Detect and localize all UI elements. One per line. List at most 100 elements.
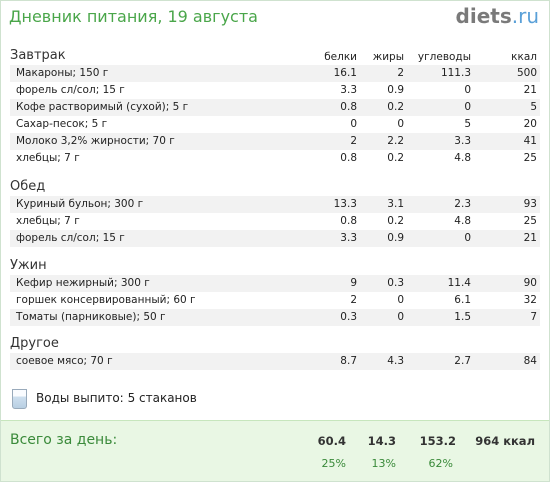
table-row: соевое мясо; 70 г 8.7 4.3 2.7 84: [10, 353, 540, 370]
protein-value: 9: [350, 277, 357, 289]
protein-value: 0.8: [340, 152, 357, 164]
total-protein: 60.4: [317, 434, 346, 448]
carbs-percent: 62%: [428, 457, 453, 470]
kcal-value: 21: [523, 84, 537, 96]
carbs-value: 3.3: [454, 135, 471, 147]
meal-section-lunch: Обед Куриный бульон; 300 г 13.3 3.1 2.3 …: [10, 178, 540, 247]
fat-value: 0: [397, 118, 404, 130]
table-row: Кефир нежирный; 300 г 9 0.3 11.4 90: [10, 275, 540, 292]
table-row: форель сл/сол; 15 г 3.3 0.9 0 21: [10, 82, 540, 99]
fat-value: 0.9: [387, 232, 404, 244]
section-title: Ужин: [10, 258, 47, 273]
kcal-value: 25: [523, 152, 537, 164]
carbs-value: 4.8: [454, 152, 471, 164]
col-header-fat: жиры: [372, 51, 404, 63]
header: Дневник питания, 19 августа diets.ru: [1, 1, 549, 35]
table-row: Томаты (парниковые); 50 г 0.3 0 1.5 7: [10, 309, 540, 326]
carbs-value: 11.4: [447, 277, 471, 289]
food-name: Кофе растворимый (сухой); 5 г: [16, 101, 189, 113]
section-title: Завтрак: [10, 48, 66, 63]
protein-value: 16.1: [333, 67, 357, 79]
col-header-carbs: углеводы: [417, 51, 471, 63]
fat-value: 4.3: [387, 355, 404, 367]
carbs-value: 4.8: [454, 215, 471, 227]
table-row: Макароны; 150 г 16.1 2 111.3 500: [10, 65, 540, 82]
protein-value: 0.8: [340, 101, 357, 113]
carbs-value: 111.3: [440, 67, 471, 79]
logo-main: diets: [455, 4, 512, 28]
water-value: 5 стаканов: [127, 391, 197, 405]
kcal-value: 20: [523, 118, 537, 130]
fat-value: 0: [397, 311, 404, 323]
protein-value: 3.3: [340, 232, 357, 244]
total-label: Всего за день:: [10, 432, 118, 448]
table-row: Сахар-песок; 5 г 0 0 5 20: [10, 116, 540, 133]
fat-value: 2: [397, 67, 404, 79]
protein-value: 0.8: [340, 215, 357, 227]
carbs-value: 2.7: [454, 355, 471, 367]
total-kcal: 964 ккал: [475, 434, 535, 448]
carbs-value: 6.1: [454, 294, 471, 306]
meal-section-other: Другое соевое мясо; 70 г 8.7 4.3 2.7 84: [10, 335, 540, 370]
fat-percent: 13%: [371, 457, 396, 470]
carbs-value: 0: [464, 101, 471, 113]
protein-percent: 25%: [321, 457, 346, 470]
carbs-value: 5: [464, 118, 471, 130]
site-logo[interactable]: diets.ru: [456, 4, 539, 28]
food-name: Сахар-песок; 5 г: [16, 118, 108, 130]
table-row: форель сл/сол; 15 г 3.3 0.9 0 21: [10, 230, 540, 247]
fat-value: 0.2: [387, 215, 404, 227]
protein-value: 0: [350, 118, 357, 130]
fat-value: 0.9: [387, 84, 404, 96]
total-carbs: 153.2: [419, 434, 456, 448]
fat-value: 0.3: [387, 277, 404, 289]
fat-value: 0.2: [387, 101, 404, 113]
kcal-value: 93: [523, 198, 537, 210]
logo-suffix: .ru: [511, 4, 539, 28]
kcal-value: 7: [530, 311, 537, 323]
protein-value: 0.3: [340, 311, 357, 323]
table-row: Куриный бульон; 300 г 13.3 3.1 2.3 93: [10, 196, 540, 213]
protein-value: 3.3: [340, 84, 357, 96]
food-name: хлебцы; 7 г: [16, 152, 80, 164]
table-row: хлебцы; 7 г 0.8 0.2 4.8 25: [10, 150, 540, 167]
col-header-kcal: ккал: [511, 51, 537, 63]
food-name: Молоко 3,2% жирности; 70 г: [16, 135, 175, 147]
table-row: Молоко 3,2% жирности; 70 г 2 2.2 3.3 41: [10, 133, 540, 150]
food-name: форель сл/сол; 15 г: [16, 232, 125, 244]
food-name: Кефир нежирный; 300 г: [16, 277, 150, 289]
food-name: горшек консервированный; 60 г: [16, 294, 196, 306]
fat-value: 3.1: [387, 198, 404, 210]
food-name: соевое мясо; 70 г: [16, 355, 113, 367]
fat-value: 2.2: [387, 135, 404, 147]
meal-section-dinner: Ужин Кефир нежирный; 300 г 9 0.3 11.4 90…: [10, 257, 540, 326]
page-title: Дневник питания, 19 августа: [9, 7, 258, 26]
kcal-value: 5: [530, 101, 537, 113]
fat-value: 0.2: [387, 152, 404, 164]
protein-value: 2: [350, 135, 357, 147]
table-row: Кофе растворимый (сухой); 5 г 0.8 0.2 0 …: [10, 99, 540, 116]
kcal-value: 32: [523, 294, 537, 306]
food-name: Макароны; 150 г: [16, 67, 109, 79]
total-fat: 14.3: [367, 434, 396, 448]
carbs-value: 0: [464, 84, 471, 96]
kcal-value: 25: [523, 215, 537, 227]
carbs-value: 1.5: [454, 311, 471, 323]
kcal-value: 90: [523, 277, 537, 289]
food-name: форель сл/сол; 15 г: [16, 84, 125, 96]
kcal-value: 41: [523, 135, 537, 147]
protein-value: 2: [350, 294, 357, 306]
carbs-value: 2.3: [454, 198, 471, 210]
water-label: Воды выпито:: [36, 391, 124, 405]
col-header-protein: белки: [324, 51, 357, 63]
food-name: хлебцы; 7 г: [16, 215, 80, 227]
carbs-value: 0: [464, 232, 471, 244]
water-glass-icon: [12, 389, 27, 409]
protein-value: 8.7: [340, 355, 357, 367]
food-name: Куриный бульон; 300 г: [16, 198, 144, 210]
meal-section-breakfast: Завтрак Макароны; 150 г 16.1 2 111.3 500…: [10, 47, 540, 167]
section-title: Обед: [10, 179, 46, 194]
daily-total: Всего за день: 60.4 14.3 153.2 964 ккал …: [1, 420, 549, 481]
kcal-value: 500: [516, 67, 537, 79]
table-row: горшек консервированный; 60 г 2 0 6.1 32: [10, 292, 540, 309]
